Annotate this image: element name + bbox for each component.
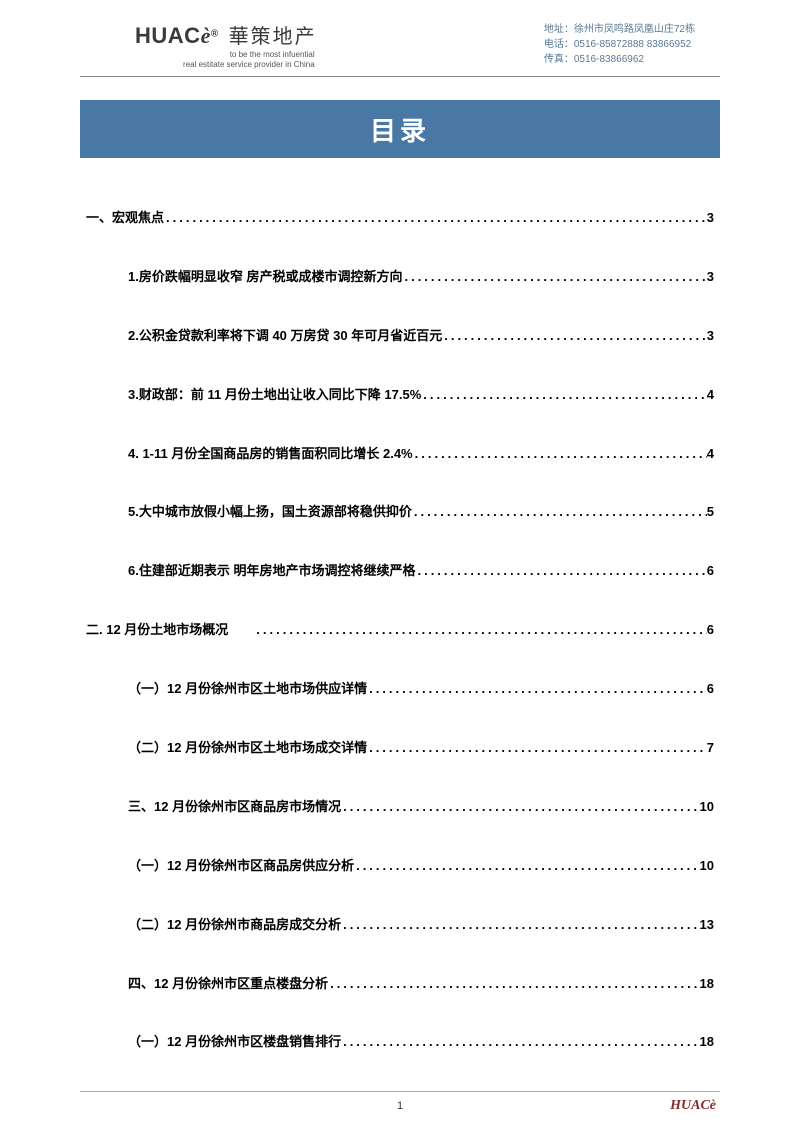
toc-entry: 四、12 月份徐州市区重点楼盘分析 ......................… [86, 976, 714, 993]
toc-entry-label: （一）12 月份徐州市区土地市场供应详情 [128, 681, 367, 698]
toc-leader-dots: ........................................… [254, 622, 706, 639]
toc-entry: 5.大中城市放假小幅上扬，国土资源部将稳供抑价.................… [86, 504, 714, 521]
logo-registered-icon: ® [211, 29, 218, 40]
toc-leader-dots: ........................................… [421, 387, 706, 404]
toc-entry: （二）12 月份徐州市商品房成交分析......................… [86, 917, 714, 934]
toc-entry-label: 三、12 月份徐州市区商品房市场情况 [128, 799, 341, 816]
toc-entry-label: 四、12 月份徐州市区重点楼盘分析 [128, 976, 328, 993]
toc-leader-dots: ........................................… [164, 210, 707, 227]
toc-entry: （一）12 月份徐州市区商品房供应分析 ....................… [86, 858, 714, 875]
toc-entry-page: 18 [700, 976, 714, 993]
toc-entry-page: 13 [700, 917, 714, 934]
toc-entry-label: （二）12 月份徐州市商品房成交分析 [128, 917, 341, 934]
toc-entry-label: 5.大中城市放假小幅上扬，国土资源部将稳供抑价 [128, 504, 412, 521]
toc-leader-dots: ........................................… [341, 1034, 699, 1051]
header-divider [80, 76, 720, 77]
toc-entry-page: 5 [707, 504, 714, 521]
contact-fax: 传真：0516-83866962 [544, 52, 695, 67]
logo-chinese: 華策地产 [229, 26, 317, 48]
toc-leader-dots: ........................................… [412, 504, 707, 521]
toc-leader-dots: ........................................… [341, 799, 699, 816]
footer-logo: HUACè [670, 1098, 716, 1114]
toc-entry: 二. 12 月份土地市场概况 .........................… [86, 622, 714, 639]
contact-block: 地址：徐州市凤鸣路凤凰山庄72栋 电话：0516-85872888 838669… [544, 22, 695, 67]
footer-divider [80, 1091, 720, 1092]
page-title: 目录 [370, 111, 430, 148]
toc-entry-label: 4. 1-11 月份全国商品房的销售面积同比增长 2.4% [128, 446, 413, 463]
toc-leader-dots: ........................................… [328, 976, 699, 993]
toc-entry-label: 1.房价跌幅明显收窄 房产税或成楼市调控新方向 [128, 269, 402, 286]
contact-telephone: 电话：0516-85872888 83866952 [544, 37, 695, 52]
toc-entry-page: 4 [707, 387, 714, 404]
toc-entry-page: 6 [707, 563, 714, 580]
logo-tagline-2: real estitate service provider in China [135, 60, 317, 69]
toc-leader-dots: ........................................… [415, 563, 706, 580]
toc-entry: 2.公积金贷款利率将下调 40 万房贷 30 年可月省近百元 .........… [86, 328, 714, 345]
toc-entry: 1.房价跌幅明显收窄 房产税或成楼市调控新方向.................… [86, 269, 714, 286]
table-of-contents: 一、宏观焦点..................................… [86, 210, 714, 1093]
toc-entry: 6.住建部近期表示 明年房地产市场调控将继续严格 ...............… [86, 563, 714, 580]
toc-leader-dots: ........................................… [442, 328, 707, 345]
toc-entry: 3.财政部：前 11 月份土地出让收入同比下降 17.5% ..........… [86, 387, 714, 404]
toc-leader-dots: ........................................… [354, 858, 699, 875]
toc-entry-label: 一、宏观焦点 [86, 210, 164, 227]
logo-line: HUACè® 華策地产 [135, 20, 317, 49]
page-header: HUACè® 華策地产 to be the most infuential re… [0, 20, 800, 80]
toc-entry-label: 6.住建部近期表示 明年房地产市场调控将继续严格 [128, 563, 415, 580]
toc-entry: 4. 1-11 月份全国商品房的销售面积同比增长 2.4% ..........… [86, 446, 714, 463]
toc-leader-dots: ........................................… [341, 917, 699, 934]
toc-entry-label: （二）12 月份徐州市区土地市场成交详情 [128, 740, 367, 757]
toc-entry-page: 10 [700, 799, 714, 816]
toc-entry-label: 二. 12 月份土地市场概况 [86, 622, 254, 639]
toc-entry: （一）12 月份徐州市区楼盘销售排行......................… [86, 1034, 714, 1051]
toc-entry-label: （一）12 月份徐州市区楼盘销售排行 [128, 1034, 341, 1051]
toc-entry-page: 18 [700, 1034, 714, 1051]
toc-entry-label: 3.财政部：前 11 月份土地出让收入同比下降 17.5% [128, 387, 421, 404]
toc-entry-page: 6 [707, 622, 714, 639]
toc-entry: （二）12 月份徐州市区土地市场成交详情....................… [86, 740, 714, 757]
toc-leader-dots: ........................................… [402, 269, 706, 286]
contact-address: 地址：徐州市凤鸣路凤凰山庄72栋 [544, 22, 695, 37]
toc-entry-page: 6 [707, 681, 714, 698]
toc-entry-page: 10 [700, 858, 714, 875]
logo-tagline-1: to be the most infuential [135, 50, 317, 59]
toc-entry-page: 7 [707, 740, 714, 757]
toc-entry: （一）12 月份徐州市区土地市场供应详情....................… [86, 681, 714, 698]
title-bar: 目录 [80, 100, 720, 158]
logo-latin: HUACè [135, 23, 211, 49]
toc-entry-page: 4 [707, 446, 714, 463]
toc-leader-dots: ........................................… [367, 740, 707, 757]
toc-leader-dots: ........................................… [413, 446, 707, 463]
toc-entry-label: 2.公积金贷款利率将下调 40 万房贷 30 年可月省近百元 [128, 328, 442, 345]
toc-entry-page: 3 [707, 210, 714, 227]
logo-block: HUACè® 華策地产 to be the most infuential re… [135, 20, 317, 69]
toc-entry-page: 3 [707, 328, 714, 345]
toc-entry: 三、12 月份徐州市区商品房市场情况......................… [86, 799, 714, 816]
toc-leader-dots: ........................................… [367, 681, 707, 698]
toc-entry-page: 3 [707, 269, 714, 286]
toc-entry: 一、宏观焦点..................................… [86, 210, 714, 227]
toc-entry-label: （一）12 月份徐州市区商品房供应分析 [128, 858, 354, 875]
